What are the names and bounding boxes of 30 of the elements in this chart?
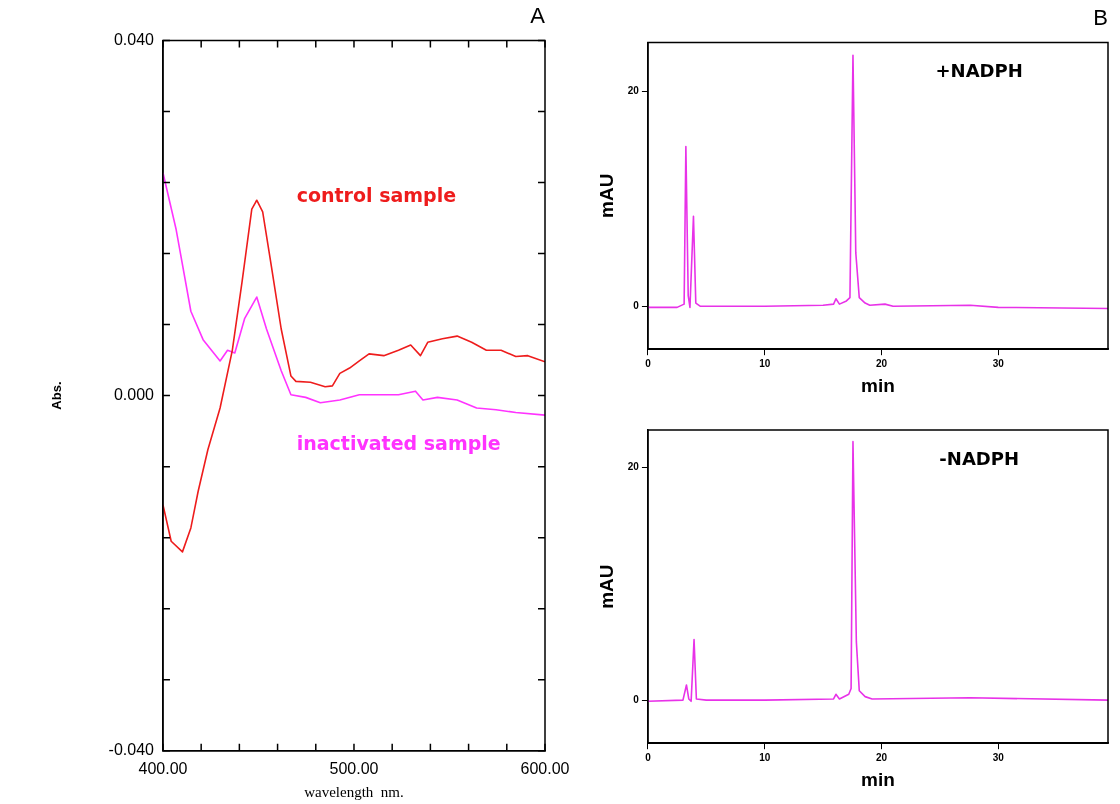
chart-title: B [1093, 5, 1108, 31]
y-axis-title: Abs. [49, 381, 65, 410]
x-tick-label: 0 [645, 751, 652, 763]
x-tick-label: 500.00 [329, 759, 379, 777]
y-tick-label: 20 [627, 85, 640, 97]
annotation: -NADPH [939, 447, 1020, 469]
x-tick-label: 20 [875, 751, 888, 763]
y-axis-title: mAU [595, 173, 617, 218]
x-tick-label: 30 [992, 357, 1005, 369]
y-tick-label: 0 [633, 300, 640, 312]
x-axis-title: min [861, 768, 895, 790]
y-tick-label: -0.040 [108, 741, 155, 759]
y-tick-label: 0.000 [113, 386, 155, 404]
chart-title: A [530, 3, 546, 29]
x-tick-label: 10 [759, 357, 771, 369]
x-axis-title: wavelength nm. [304, 783, 404, 800]
x-tick-label: 10 [759, 751, 771, 763]
y-tick-label: 0.040 [113, 30, 155, 48]
x-tick-label: 0 [645, 357, 652, 369]
x-tick-label: 20 [875, 357, 888, 369]
y-tick-label: 20 [627, 461, 640, 473]
y-axis-title: mAU [595, 564, 617, 609]
x-tick-label: 600.00 [520, 759, 570, 777]
annotation: +NADPH [935, 60, 1023, 82]
x-tick-label: 400.00 [138, 759, 188, 777]
y-tick-label: 0 [633, 693, 640, 705]
x-tick-label: 30 [992, 751, 1005, 763]
series-label: control sample [296, 183, 457, 206]
series-label: inactivated sample [296, 432, 501, 455]
x-axis-title: min [861, 374, 895, 396]
